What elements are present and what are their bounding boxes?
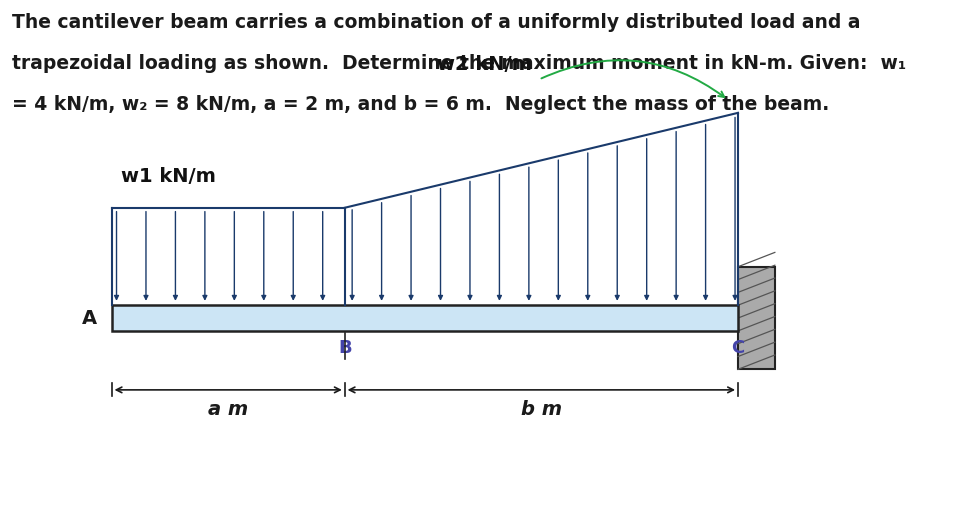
Bar — [738, 267, 775, 369]
Text: B: B — [338, 339, 352, 357]
Bar — [112, 305, 738, 331]
Text: trapezoidal loading as shown.  Determine the maximum moment in kN-m. Given:  w₁: trapezoidal loading as shown. Determine … — [12, 54, 906, 73]
Text: b m: b m — [520, 400, 562, 419]
Text: The cantilever beam carries a combination of a uniformly distributed load and a: The cantilever beam carries a combinatio… — [12, 13, 860, 32]
Text: A: A — [82, 308, 97, 328]
Text: a m: a m — [208, 400, 249, 419]
Text: w1 kN/m: w1 kN/m — [121, 167, 217, 186]
Text: = 4 kN/m, w₂ = 8 kN/m, a = 2 m, and b = 6 m.  Neglect the mass of the beam.: = 4 kN/m, w₂ = 8 kN/m, a = 2 m, and b = … — [12, 95, 829, 114]
Text: C: C — [731, 339, 745, 357]
Text: w2 kN/m: w2 kN/m — [437, 55, 532, 74]
